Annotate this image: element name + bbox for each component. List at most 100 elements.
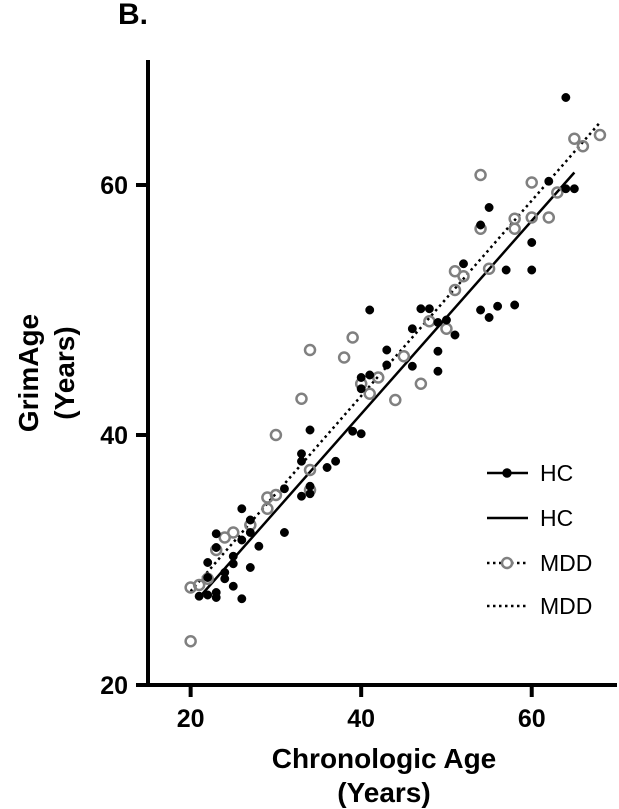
point-hc (407, 324, 417, 334)
point-mdd (576, 140, 590, 153)
point-hc (305, 425, 315, 435)
legend: HC HC MDD MDD (487, 460, 592, 619)
point-hc (254, 541, 264, 551)
point-hc (228, 559, 238, 569)
y-axis-title-line-2: (Years) (49, 326, 80, 419)
point-hc (433, 346, 443, 356)
point-hc (510, 300, 520, 310)
point-mdd (508, 212, 521, 225)
legend-label-mdd-fit: MDD (540, 593, 592, 619)
point-hc (203, 573, 213, 582)
point-mdd (440, 322, 453, 335)
x-axis-title-line-1: Chronologic Age (272, 743, 497, 774)
point-mdd (414, 377, 428, 390)
point-mdd (593, 128, 607, 142)
point-hc (356, 373, 366, 382)
x-tick-label: 20 (177, 705, 205, 733)
point-hc (416, 304, 426, 314)
point-hc (237, 504, 247, 514)
point-hc (211, 588, 221, 597)
legend-label-mdd: MDD (540, 550, 592, 576)
point-mdd (482, 262, 496, 275)
point-hc (365, 370, 375, 380)
point-hc (220, 568, 230, 577)
point-mdd (423, 315, 436, 328)
point-hc (407, 361, 417, 371)
fit-line-hc (198, 171, 576, 599)
fit-line-mdd (189, 121, 601, 593)
point-hc (245, 515, 255, 525)
x-tick-label: 40 (347, 705, 375, 733)
point-hc (297, 456, 306, 466)
point-hc (245, 563, 255, 572)
point-mdd (303, 343, 317, 357)
y-axis-title-line-1: GrimAge (13, 314, 44, 432)
legend-item-mdd-line: MDD (487, 593, 592, 619)
x-axis-ticks: 20 40 60 (177, 685, 546, 733)
point-mdd (295, 392, 308, 405)
point-hc (194, 591, 204, 601)
data-points (184, 93, 607, 648)
point-hc (297, 449, 306, 459)
point-mdd (448, 283, 462, 297)
point-hc (228, 551, 238, 561)
point-hc (450, 330, 460, 340)
point-mdd (363, 387, 376, 400)
point-mdd (525, 176, 538, 189)
point-mdd (389, 393, 402, 407)
point-hc (356, 384, 366, 394)
point-hc (433, 318, 443, 327)
point-mdd (457, 270, 470, 283)
point-mdd (227, 526, 240, 539)
point-hc (237, 535, 247, 545)
point-hc (424, 304, 434, 314)
point-hc (279, 528, 289, 537)
point-hc (527, 238, 537, 247)
point-mdd (269, 428, 283, 442)
point-hc (356, 429, 366, 439)
point-mdd (192, 578, 206, 592)
point-mdd (551, 186, 564, 199)
point-hc (211, 543, 221, 552)
point-mdd (525, 211, 538, 224)
point-hc (459, 259, 468, 269)
legend-label-hc-fit: HC (540, 505, 573, 531)
point-hc (544, 176, 554, 186)
y-axis-ticks: 20 40 60 (100, 172, 148, 700)
y-tick-label: 60 (100, 172, 128, 200)
regression-lines (189, 121, 601, 599)
point-hc (348, 426, 358, 436)
point-mdd (346, 331, 359, 344)
point-mdd (269, 488, 283, 502)
point-hc (442, 315, 451, 325)
point-mdd (508, 222, 521, 235)
y-tick-label: 20 (100, 672, 128, 700)
point-hc (382, 360, 392, 370)
panel-label: B. (118, 0, 148, 31)
legend-item-hc-line: HC (487, 505, 573, 531)
point-hc (305, 489, 315, 499)
point-hc (476, 220, 486, 230)
point-hc (331, 456, 341, 466)
point-hc (245, 528, 255, 537)
legend-item-hc-markers: HC (487, 460, 573, 486)
point-hc (237, 594, 247, 604)
point-hc (365, 305, 375, 315)
point-hc (433, 366, 443, 376)
point-hc (382, 345, 392, 355)
point-hc (203, 558, 213, 567)
point-hc (203, 590, 213, 600)
point-mdd (184, 635, 197, 648)
point-hc (501, 265, 511, 275)
point-hc (561, 184, 571, 194)
point-mdd (303, 463, 317, 477)
legend-label-hc: HC (540, 460, 573, 486)
point-mdd (397, 350, 411, 363)
x-tick-label: 60 (518, 705, 546, 733)
x-axis-title-line-2: (Years) (337, 777, 430, 808)
point-hc (297, 491, 306, 501)
point-hc (279, 484, 289, 494)
point-mdd (337, 351, 351, 364)
point-hc (484, 313, 494, 322)
